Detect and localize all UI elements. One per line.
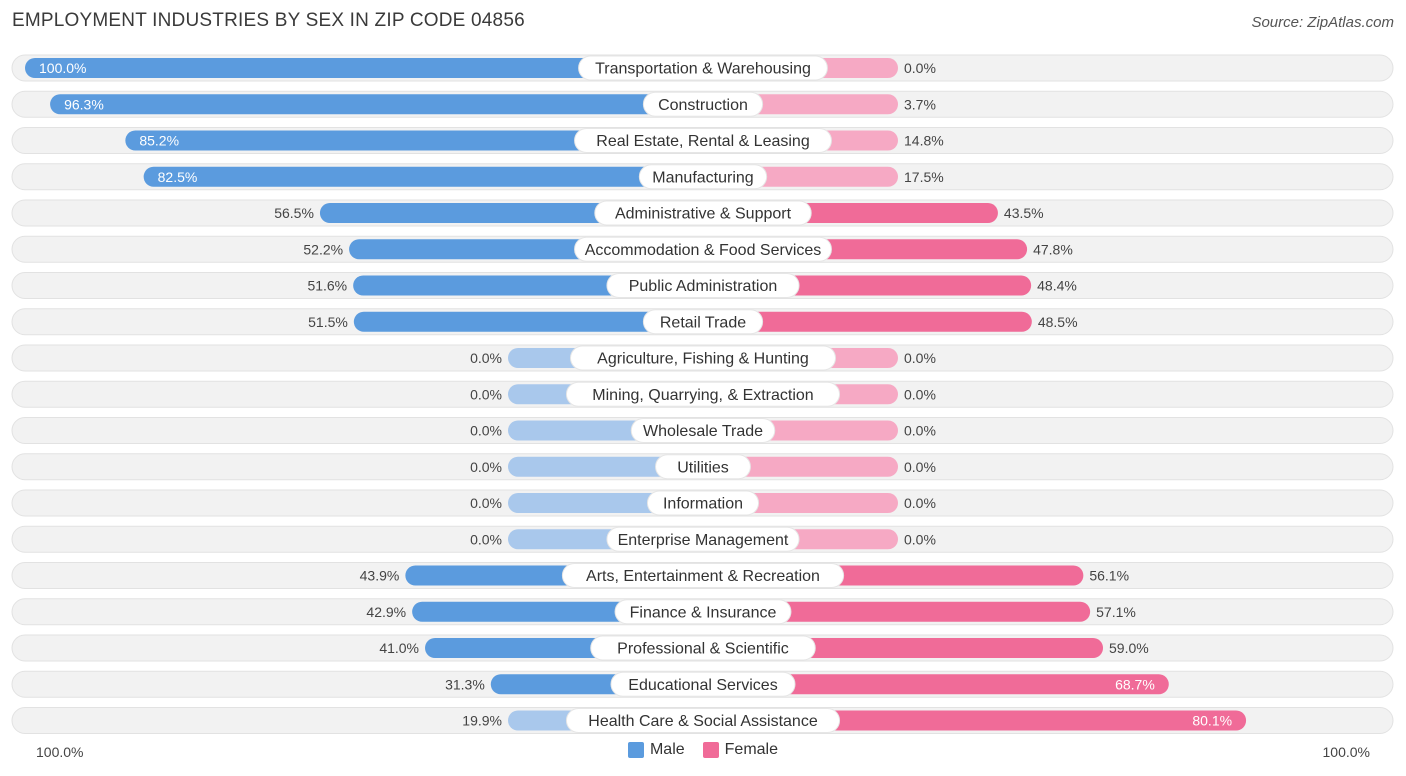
male-value-label: 0.0% [470,495,502,511]
category-pill [646,490,760,516]
male-value-label: 0.0% [470,350,502,366]
female-value-label: 0.0% [904,60,936,76]
female-value-label: 47.8% [1033,241,1073,257]
category-label: Utilities [677,459,729,476]
male-value-label: 41.0% [379,640,419,656]
category-pill [578,55,828,81]
category-pill [594,200,812,226]
male-value-label: 31.3% [445,676,485,692]
category-label: Real Estate, Rental & Leasing [596,133,809,150]
female-value-label: 0.0% [904,459,936,475]
male-value-label: 51.6% [307,278,347,294]
female-value-label: 17.5% [904,169,944,185]
male-value-label: 19.9% [462,713,502,729]
female-value-label: 48.5% [1038,314,1078,330]
female-value-label: 43.5% [1004,205,1044,221]
category-label: Enterprise Management [618,532,789,549]
female-value-label: 56.1% [1089,568,1129,584]
legend-item-female: Female [702,741,779,759]
male-bar [125,130,704,151]
category-pill [561,563,845,588]
female-value-label: 0.0% [904,350,936,366]
male-bar [353,311,703,332]
female-value-label: 0.0% [904,423,936,439]
source-note: Source: ZipAtlas.com [1251,14,1394,31]
category-label: Health Care & Social Assistance [588,713,818,730]
category-label: Arts, Entertainment & Recreation [586,568,820,585]
category-pill [565,708,841,733]
category-label: Agriculture, Fishing & Hunting [597,351,809,368]
female-bar [703,601,1091,622]
male-value-label: 56.5% [274,205,314,221]
legend-swatch-female [702,742,719,758]
female-value-label: 0.0% [904,495,936,511]
male-value-label: 42.9% [366,604,406,620]
male-value-label: 85.2% [139,133,179,149]
female-value-label: 3.7% [904,96,936,112]
category-label: Professional & Scientific [617,641,789,658]
female-value-label: 14.8% [904,133,944,149]
category-label: Transportation & Warehousing [595,61,811,78]
category-label: Finance & Insurance [630,604,777,621]
category-pill [565,381,841,407]
female-bar [703,456,898,477]
female-value-label: 0.0% [904,531,936,547]
female-bar [703,674,1169,695]
legend: Male Female [0,741,1406,759]
category-pill [642,91,764,117]
category-label: Wholesale Trade [643,423,763,440]
axis-left-label: 100.0% [36,744,84,760]
category-label: Educational Services [628,677,777,694]
male-value-label: 43.9% [360,568,400,584]
legend-swatch-male [627,742,644,758]
male-value-label: 96.3% [64,96,104,112]
male-value-label: 0.0% [470,459,502,475]
category-label: Manufacturing [652,169,753,186]
legend-label-female: Female [724,741,779,758]
male-value-label: 0.0% [470,423,502,439]
category-label: Accommodation & Food Services [585,242,822,259]
legend-label-male: Male [649,741,685,758]
female-value-label: 0.0% [904,386,936,402]
category-pill [642,309,764,335]
female-value-label: 68.7% [1115,676,1155,692]
axis-right-label: 100.0% [1322,744,1370,760]
female-value-label: 80.1% [1192,713,1232,729]
category-label: Information [663,496,743,513]
category-label: Public Administration [629,278,778,295]
category-label: Retail Trade [660,314,746,331]
male-value-label: 52.2% [303,241,343,257]
category-pill [606,526,800,552]
legend-item-male: Male [627,741,685,759]
category-pill [606,273,800,298]
male-value-label: 100.0% [39,60,86,76]
female-value-label: 57.1% [1096,604,1136,620]
female-value-label: 59.0% [1109,640,1149,656]
male-bar [143,166,703,187]
category-pill [574,236,832,262]
category-label: Administrative & Support [615,206,792,223]
category-pill [655,454,751,480]
male-bar [25,58,703,78]
female-value-label: 48.4% [1037,278,1077,294]
category-pill [574,128,832,153]
category-pill [590,635,816,661]
category-pill [638,164,768,190]
male-bar [508,456,703,477]
category-pill [630,418,776,443]
female-bar [703,311,1032,332]
male-bar [50,94,703,115]
bar-chart: Transportation & Warehousing 100.0% 0.0% Co… [11,54,1394,734]
male-value-label: 51.5% [308,314,348,330]
category-pill [570,345,836,371]
category-label: Construction [658,97,748,114]
chart-title: EMPLOYMENT INDUSTRIES BY SEX IN ZIP CODE… [12,10,525,31]
male-value-label: 82.5% [158,169,198,185]
category-pill [614,599,792,625]
category-label: Mining, Quarrying, & Extraction [592,387,813,404]
male-value-label: 0.0% [470,531,502,547]
male-value-label: 0.0% [470,386,502,402]
category-pill [610,671,796,697]
